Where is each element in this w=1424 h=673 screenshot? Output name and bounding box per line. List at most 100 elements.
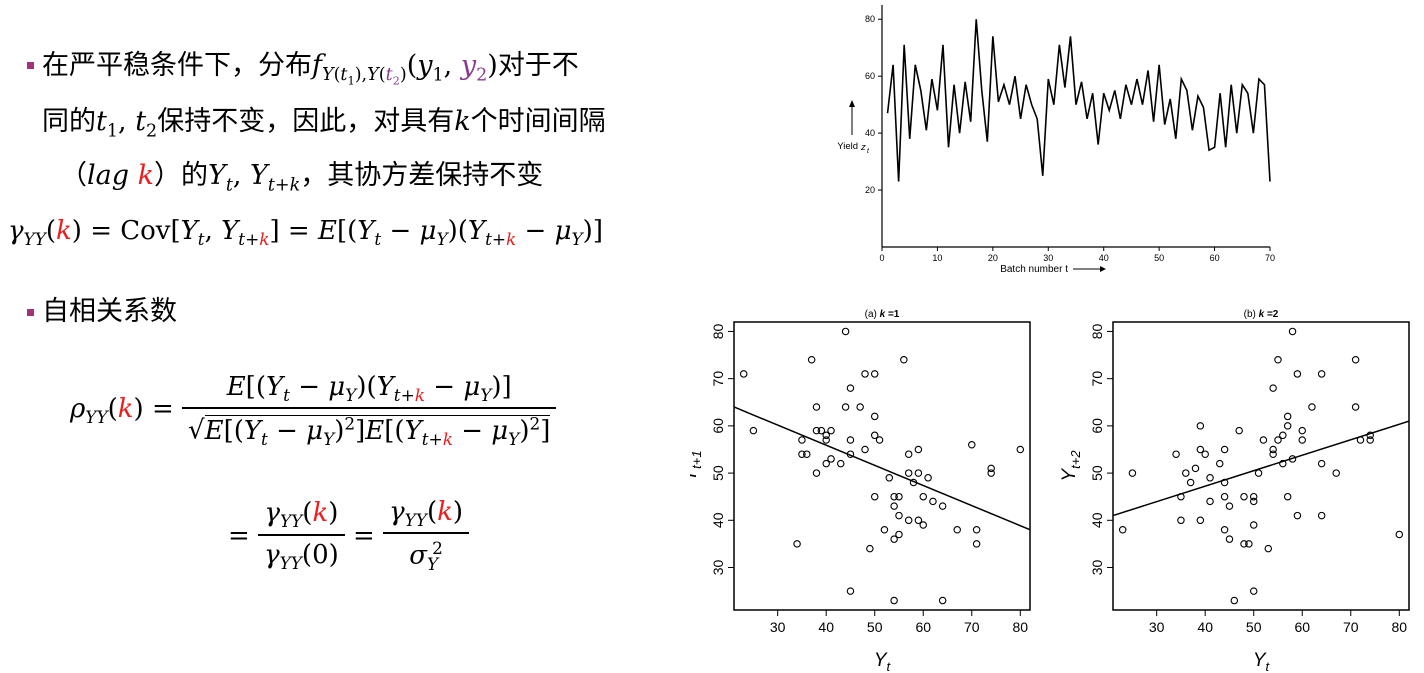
scatter-point xyxy=(1240,492,1248,501)
yield-series-line xyxy=(886,19,1271,182)
scatter-point xyxy=(1118,525,1127,534)
scatter-point xyxy=(807,356,816,364)
bullet-text: 同的 xyxy=(42,106,96,137)
scatter-point xyxy=(919,521,927,529)
scatter-point xyxy=(1366,431,1374,440)
scatter-point xyxy=(1128,469,1137,477)
scatter-point xyxy=(1293,370,1302,378)
bullet-strict-stationarity-line2: 同的t1, t2保持不变，因此，对具有k个时间间隔 xyxy=(42,104,606,149)
scatter-point xyxy=(1332,469,1340,477)
scatter-point xyxy=(749,426,758,435)
formula-panel: 在严平稳条件下，分布fY(t1),Y(t2)(y1, y2)对于不 同的t1, … xyxy=(0,0,700,673)
scatter-point xyxy=(1317,459,1326,468)
scatter-point xyxy=(1196,445,1205,454)
scatter-point xyxy=(1317,370,1326,378)
autocovariance-formula: γYY(k) = Cov[Yt, Yt+k] = E[(Yt − μY)(Yt+… xyxy=(8,216,603,250)
title-prefix: (a) xyxy=(865,309,880,320)
bullet-text: 个时间间隔 xyxy=(470,106,606,137)
scatter-point xyxy=(861,445,869,454)
scatter-point xyxy=(1283,492,1292,501)
scatter-point xyxy=(817,426,826,435)
bullet-text: 保持不变，因此，对具有 xyxy=(157,106,455,137)
x-tick-label: 70 xyxy=(964,619,980,635)
x-tick-label: 70 xyxy=(1265,253,1275,263)
lag1-scatter-plot: (a) k =1304050607080304050607080YtYt+1 xyxy=(690,309,1031,673)
scatter-point xyxy=(870,431,879,440)
scatter-point xyxy=(870,492,879,501)
scatter-point xyxy=(909,478,918,487)
scatter-point xyxy=(1216,459,1224,468)
scatter-point xyxy=(987,469,995,477)
scatter-point xyxy=(1259,436,1268,444)
scatter-point xyxy=(1283,422,1292,430)
y-tick-label: 70 xyxy=(710,371,726,387)
y-tick-label: 20 xyxy=(865,185,875,195)
scatter-point xyxy=(972,525,981,534)
x-tick-label: 80 xyxy=(1013,619,1029,635)
y-tick-label: 80 xyxy=(1089,323,1105,339)
scatter-point xyxy=(846,384,855,392)
yield-time-series-chart: 0 10 20 30 40 50 60 70 20 40 60 80 Batch number t Yie… xyxy=(837,5,1275,275)
x-tick-label: 50 xyxy=(1154,253,1164,263)
scatter-point xyxy=(846,450,855,458)
scatter-point xyxy=(1016,445,1025,454)
y-axis-label-symbol: z xyxy=(860,142,866,153)
scatter-point xyxy=(895,492,903,501)
y-axis-arrowhead xyxy=(849,100,855,107)
scatter-point xyxy=(890,502,898,510)
autocorrelation-formula: ρYY(k) = E[(Yt − μY)(Yt+k − μY)] √E[(Yt … xyxy=(70,372,557,449)
scatter-point xyxy=(1220,478,1229,487)
scatter-point xyxy=(827,426,835,435)
x-tick-label: 0 xyxy=(879,253,884,263)
x-tick-label: 40 xyxy=(818,619,834,635)
bullet-marker xyxy=(27,309,34,316)
y-axis-label: Yt+1 xyxy=(690,450,704,481)
bullet-marker xyxy=(27,62,34,69)
scatter-point xyxy=(895,511,903,520)
bullet-autocorrelation-label: 自相关系数 xyxy=(42,294,177,330)
y-axis-label: Yield xyxy=(837,141,858,152)
scatter-point xyxy=(803,450,811,458)
x-tick-label: 30 xyxy=(1043,253,1053,263)
scatter-point xyxy=(827,455,835,463)
x-axis-label-main: Y xyxy=(874,650,888,671)
x-tick-label: 60 xyxy=(915,619,931,635)
x-axis-label: Yt xyxy=(1253,650,1271,673)
scatter-point xyxy=(841,327,850,336)
scatter-point xyxy=(1240,540,1248,548)
title-prefix: (b) xyxy=(1244,309,1259,320)
y-axis-label-main: Y xyxy=(1059,468,1080,482)
y-tick-label: 80 xyxy=(710,323,726,339)
x-axis-label-main: Y xyxy=(1253,650,1267,671)
scatter-point xyxy=(904,516,913,525)
x-tick-label: 30 xyxy=(770,619,786,635)
y-axis-label-subscript: t xyxy=(867,148,870,155)
scatter-point xyxy=(1196,422,1205,430)
scatter-point xyxy=(953,525,961,534)
x-tick-label: 40 xyxy=(1197,619,1213,635)
scatter-point xyxy=(1274,436,1282,444)
scatter-point xyxy=(1249,521,1258,529)
x-tick-label: 80 xyxy=(1392,619,1408,635)
y-axis-label: Yt+2 xyxy=(1059,450,1083,482)
scatter-point xyxy=(1177,492,1185,501)
scatter-point xyxy=(1351,403,1360,411)
scatter-point xyxy=(919,492,927,501)
plot-frame xyxy=(733,321,1031,611)
scatter-point xyxy=(914,469,923,477)
scatter-point xyxy=(1220,492,1229,501)
scatter-point xyxy=(1288,327,1297,336)
scatter-point xyxy=(929,497,937,506)
x-tick-label: 60 xyxy=(1294,619,1310,635)
title-suffix: =1 xyxy=(885,309,900,320)
scatter-point xyxy=(1356,436,1365,444)
plot-frame xyxy=(1112,321,1410,611)
y-tick-label: 30 xyxy=(710,560,726,576)
scatter-point xyxy=(1274,356,1282,364)
x-tick-label: 10 xyxy=(932,253,942,263)
scatter-point xyxy=(890,492,898,501)
x-axis-label-subscript: t xyxy=(887,659,892,673)
scatter-point xyxy=(837,459,845,468)
scatter-point xyxy=(1298,436,1306,444)
scatter-point xyxy=(987,464,995,473)
